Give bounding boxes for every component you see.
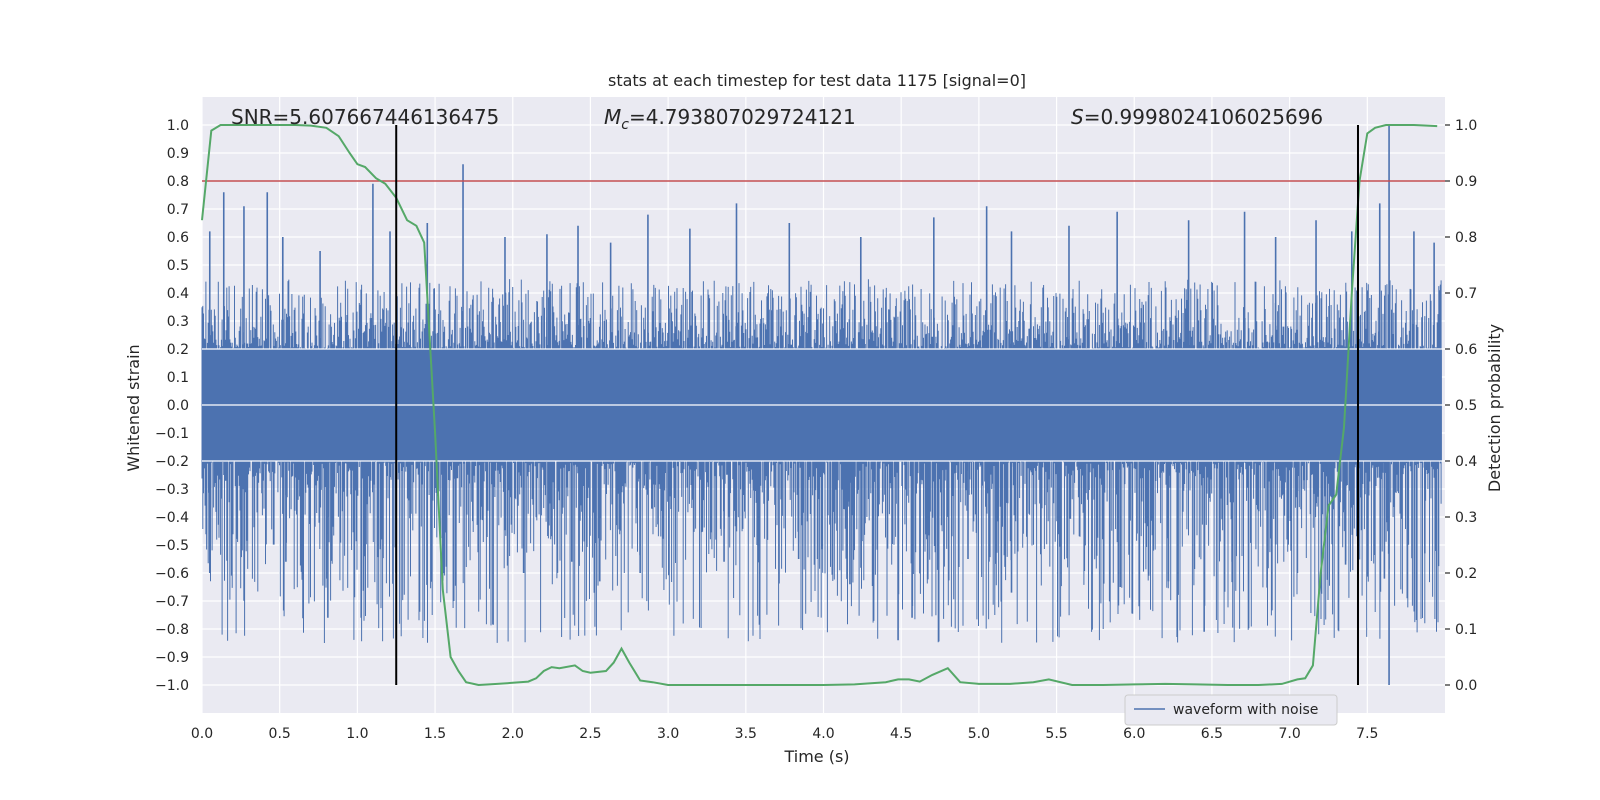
x-tick-label: 1.5: [424, 726, 446, 742]
y2-tick-label: 1.0: [1455, 118, 1477, 134]
probability-series: [201, 124, 1438, 687]
x-tick-label: 5.5: [1045, 726, 1067, 742]
y2-axis-label: Detection probability: [1485, 324, 1504, 492]
y2-tick-label: 0.2: [1455, 566, 1477, 582]
y2-tick-label: 0.1: [1455, 622, 1477, 638]
x-tick-label: 0.0: [191, 726, 213, 742]
chart-title: stats at each timestep for test data 117…: [608, 71, 1026, 90]
y-tick-label: −1.0: [155, 678, 189, 694]
x-tick-label: 0.5: [269, 726, 291, 742]
y-tick-label: −0.3: [155, 482, 189, 498]
legend-label: waveform with noise: [1173, 702, 1318, 718]
y-tick-label: 0.0: [167, 398, 189, 414]
x-tick-label: 6.5: [1201, 726, 1223, 742]
y-tick-label: 0.5: [167, 258, 189, 274]
s-value: =0.9998024106025696: [1084, 105, 1323, 129]
x-tick-label: 5.0: [968, 726, 990, 742]
y2-axis-ticks: 1.0 0.9 0.8 0.7 0.6 0.5 0.4 0.3 0.2 0.1 0.0: [1445, 118, 1477, 694]
chirp-mass-value: =4.793807029724121: [629, 105, 856, 129]
y2-tick-label: 0.7: [1455, 286, 1477, 302]
x-axis-label: Time (s): [783, 747, 849, 766]
x-axis-ticks: 0.0 0.5 1.0 1.5 2.0 2.5 3.0 3.5 4.0 4.5 5.0 5.5 6.0 6…: [191, 726, 1379, 742]
probability-line: [201, 124, 1438, 687]
y-tick-label: −0.4: [155, 510, 189, 526]
y-tick-label: 0.3: [167, 314, 189, 330]
x-tick-label: 3.0: [657, 726, 679, 742]
y-tick-label: −0.6: [155, 566, 189, 582]
x-tick-label: 2.5: [579, 726, 601, 742]
x-tick-label: 4.5: [890, 726, 912, 742]
x-tick-label: 7.0: [1278, 726, 1300, 742]
vertical-markers: [395, 125, 1359, 685]
y-tick-label: −0.7: [155, 594, 189, 610]
x-tick-label: 6.0: [1123, 726, 1145, 742]
y-tick-label: 1.0: [167, 118, 189, 134]
chirp-mass-symbol: M: [604, 105, 621, 129]
y-tick-label: 0.7: [167, 202, 189, 218]
waveform-trace: [201, 279, 1442, 643]
y-tick-label: −0.1: [155, 426, 189, 442]
y2-tick-label: 0.9: [1455, 174, 1477, 190]
y-tick-label: 0.1: [167, 370, 189, 386]
x-tick-label: 2.0: [502, 726, 524, 742]
s-symbol: S: [1071, 105, 1084, 129]
x-tick-label: 3.5: [735, 726, 757, 742]
y-axis-ticks: 1.0 0.9 0.8 0.7 0.6 0.5 0.4 0.3 0.2 0.1 0.0 −0.1 −0.…: [155, 118, 189, 694]
y2-tick-label: 0.0: [1455, 678, 1477, 694]
x-tick-label: 4.0: [812, 726, 834, 742]
y2-tick-label: 0.5: [1455, 398, 1477, 414]
y-tick-label: 0.2: [167, 342, 189, 358]
chirp-mass-subscript: c: [621, 117, 629, 133]
chirp-mass-annotation: Mc=4.793807029724121: [604, 105, 856, 133]
snr-annotation: SNR=5.607667446136475: [231, 105, 499, 129]
y-tick-label: 0.8: [167, 174, 189, 190]
y-tick-label: 0.4: [167, 286, 189, 302]
x-tick-label: 7.5: [1356, 726, 1378, 742]
y-tick-label: 0.6: [167, 230, 189, 246]
legend: waveform with noise: [1124, 694, 1338, 726]
y-axis-label: Whitened strain: [124, 344, 143, 471]
y2-tick-label: 0.8: [1455, 230, 1477, 246]
y-tick-label: −0.2: [155, 454, 189, 470]
x-tick-label: 1.0: [346, 726, 368, 742]
waveform-series: [201, 125, 1445, 685]
y2-tick-label: 0.3: [1455, 510, 1477, 526]
y-tick-label: −0.5: [155, 538, 189, 554]
y-tick-label: 0.9: [167, 146, 189, 162]
y2-tick-label: 0.4: [1455, 454, 1477, 470]
s-annotation: S=0.9998024106025696: [1071, 105, 1323, 129]
y-tick-label: −0.8: [155, 622, 189, 638]
y-tick-label: −0.9: [155, 650, 189, 666]
legend-box: [1124, 694, 1338, 726]
y2-tick-label: 0.6: [1455, 342, 1477, 358]
